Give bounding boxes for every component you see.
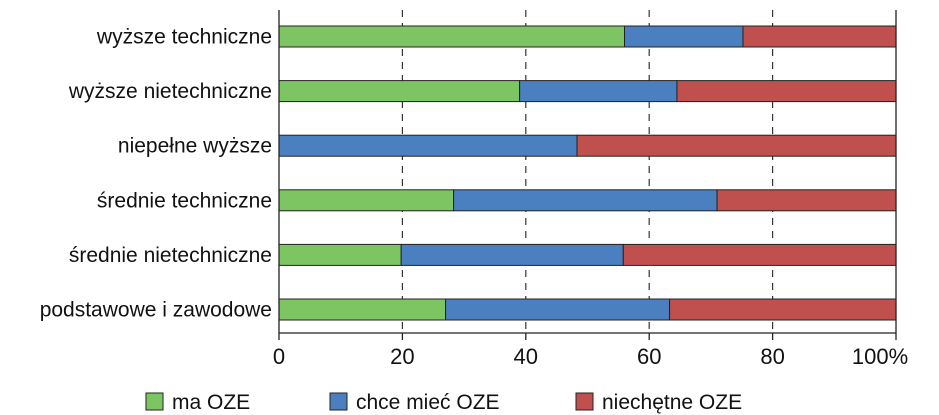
category-label: średnie techniczne [97,189,272,212]
bar-segment [278,189,455,212]
bar-segment [445,298,671,321]
category-label: wyższe techniczne [96,26,272,49]
legend-label: niechętne OZE [602,391,742,414]
bar-segment [622,243,897,266]
x-tick-label: 60 [637,344,661,369]
x-tick-label: 100% [852,344,908,369]
bar-segment [453,189,718,212]
bar-segment [624,25,744,48]
x-tick-label: 20 [390,344,414,369]
category-label: wyższe nietechniczne [68,80,272,103]
bar-segment [669,298,897,321]
bar-segment [278,80,521,103]
axes [278,10,897,340]
legend-swatch [575,392,594,411]
bar-segment [278,298,447,321]
bar-segment [742,25,897,48]
bar-segment [676,80,897,103]
legend-swatch [329,392,348,411]
bar-segment [278,134,578,157]
category-label: niepełne wyższe [118,135,272,158]
legend-label: ma OZE [172,391,250,414]
tick-labels: 0 20 40 60 80 100% [273,344,908,369]
category-labels: wyższe techniczne wyższe nietechniczne nie… [40,26,272,322]
bar-segment [278,25,626,48]
x-tick-label: 0 [273,344,285,369]
bar-segment [400,243,624,266]
bars [278,25,897,321]
x-tick-label: 80 [760,344,784,369]
bar-segment [278,243,402,266]
legend-label: chce mieć OZE [356,391,500,414]
category-label: średnie nietechniczne [69,244,272,267]
legend: ma OZE chce mieć OZE niechętne OZE [145,391,742,414]
bar-segment [576,134,897,157]
bar-segment [716,189,897,212]
bar-segment [519,80,678,103]
category-label: podstawowe i zawodowe [40,299,272,322]
grid-lines [401,10,774,333]
x-tick-label: 40 [514,344,538,369]
legend-swatch [145,392,164,411]
